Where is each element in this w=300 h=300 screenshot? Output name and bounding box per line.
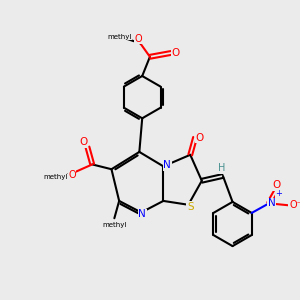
Text: O: O <box>68 170 76 180</box>
Text: O: O <box>135 34 142 44</box>
Text: O: O <box>80 137 88 147</box>
Text: O: O <box>172 48 180 58</box>
Text: S: S <box>187 202 194 212</box>
Text: O: O <box>272 180 281 190</box>
Text: methyl: methyl <box>102 222 127 228</box>
Text: O: O <box>196 133 204 142</box>
Text: N: N <box>163 160 171 170</box>
Text: H: H <box>218 163 226 173</box>
Text: methyl: methyl <box>107 34 131 40</box>
Text: +: + <box>275 189 282 198</box>
Text: methyl: methyl <box>44 174 68 180</box>
Text: N: N <box>138 209 146 219</box>
Text: O⁻: O⁻ <box>290 200 300 210</box>
Text: N: N <box>268 198 276 208</box>
